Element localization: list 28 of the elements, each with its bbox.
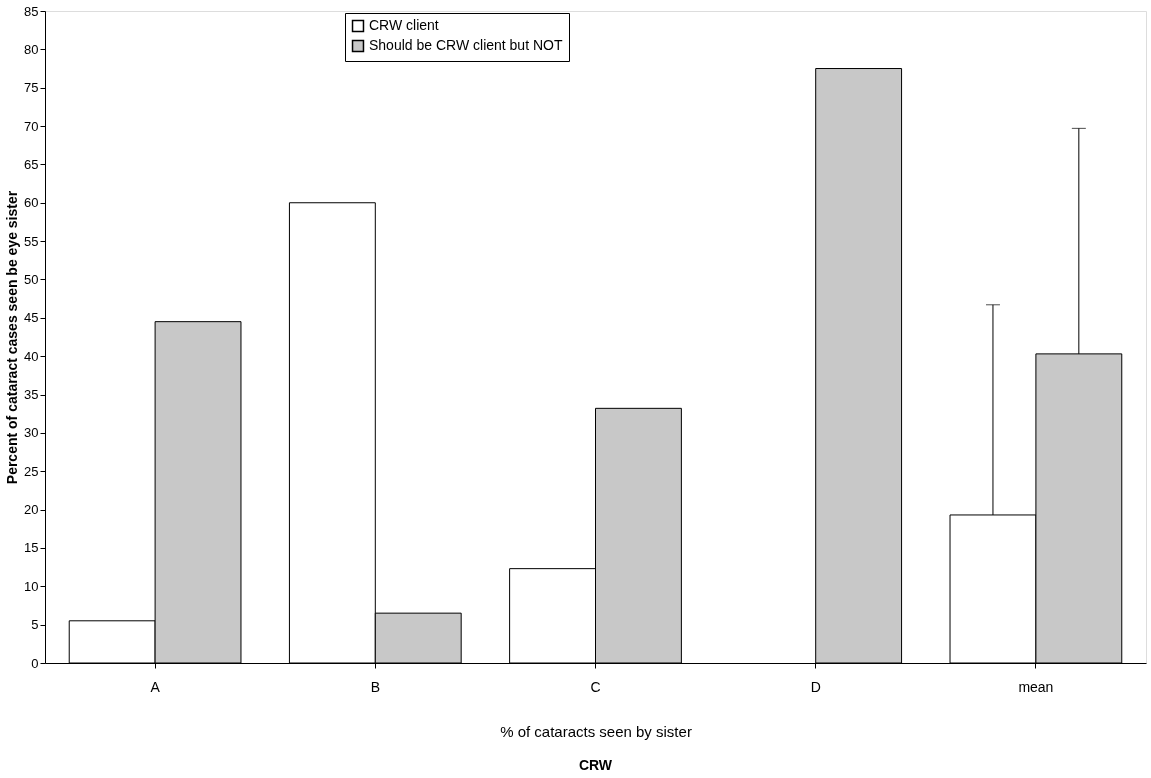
y-tick-label: 70 [24, 118, 39, 134]
y-tick-label: 5 [31, 617, 39, 633]
y-tick-label: 35 [24, 387, 39, 403]
x-tick-label: D [810, 678, 821, 695]
x-tick-label: C [590, 678, 601, 695]
y-tick-label: 10 [24, 578, 39, 594]
y-tick-label: 55 [24, 233, 39, 249]
y-tick-label: 65 [24, 156, 39, 172]
y-tick-label: 85 [24, 3, 39, 19]
y-axis-title: Percent of cataract cases seen be eye sister [4, 190, 21, 485]
y-tick-label: 30 [24, 425, 39, 441]
legend-label: Should be CRW client but NOT [369, 37, 563, 53]
y-tick-label: 0 [31, 655, 39, 671]
y-tick-label: 45 [24, 310, 39, 326]
legend-label: CRW client [369, 17, 439, 33]
x-tick-label: mean [1018, 678, 1054, 695]
y-tick-label: 80 [24, 41, 39, 57]
y-tick-label: 50 [24, 271, 39, 287]
x-tick-label: A [150, 678, 161, 695]
y-tick-label: 25 [24, 463, 39, 479]
y-tick-label: 40 [24, 348, 39, 364]
x-axis-title: % of cataracts seen by sister [500, 722, 692, 740]
y-tick-label: 75 [24, 80, 39, 96]
y-tick-label: 15 [24, 540, 39, 556]
y-tick-label: 60 [24, 195, 39, 211]
text: CRW [578, 757, 613, 773]
y-tick-label: 20 [24, 502, 39, 518]
x-tick-label: B [370, 678, 380, 695]
